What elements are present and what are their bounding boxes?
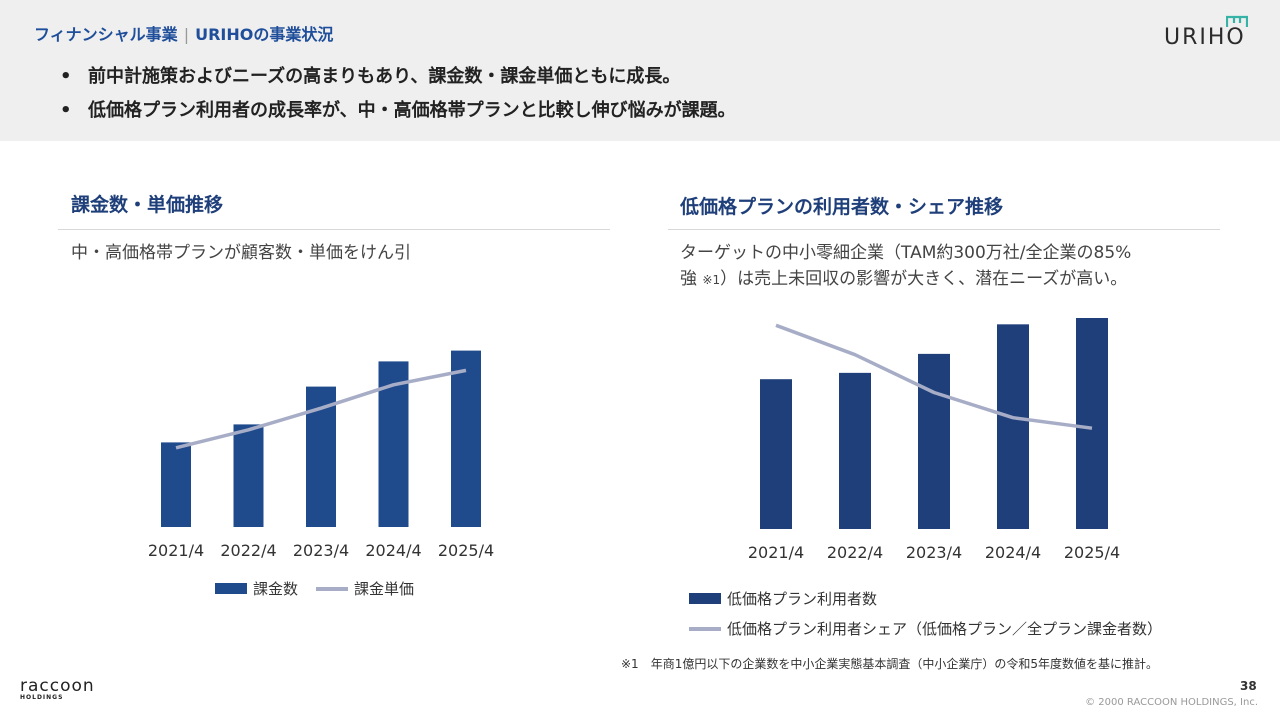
legend-line-swatch (316, 586, 349, 591)
x-tick-label: 2022/4 (220, 541, 276, 560)
bullet-item: • 前中計施策およびニーズの高まりもあり、課金数・課金単価ともに成長。 (60, 60, 736, 94)
summary-bullets: • 前中計施策およびニーズの高まりもあり、課金数・課金単価ともに成長。 • 低価格プ… (60, 60, 736, 128)
bar (839, 372, 871, 529)
footnote: ※1 年商1億円以下の企業数を中小企業実態基本調査（中小企業庁）の令和5年度数値… (621, 657, 1158, 671)
x-tick-label: 2025/4 (1064, 543, 1120, 562)
left-chart: 2021/4 2022/4 2023/4 2024/4 2025/4 (148, 350, 494, 560)
x-tick-label: 2024/4 (365, 541, 421, 560)
bullet-text: 前中計施策およびニーズの高まりもあり、課金数・課金単価ともに成長。 (88, 66, 681, 87)
right-desc-line2: 強 ※1）は売上未回収の影響が大きく、潜在ニーズが高い。 (680, 266, 1240, 293)
right-panel-title: 低価格プランの利用者数・シェア推移 (680, 196, 1004, 218)
bullet-glyph: • (60, 100, 72, 121)
right-chart-legend-line: 低価格プラン利用者シェア（低価格プラン／全プラン課金者数） (689, 618, 1162, 639)
bullet-text: 低価格プラン利用者の成長率が、中・高価格帯プランと比較し伸び悩みが課題。 (88, 100, 736, 121)
left-chart-legend: 課金数 課金単価 (215, 578, 414, 599)
raccoon-logo-sub: HOLDINGS (20, 694, 64, 701)
legend-bar-swatch (215, 583, 247, 594)
legend-label: 低価格プラン利用者数 (727, 590, 878, 608)
title-separator: | (183, 25, 190, 44)
right-chart: 2021/4 2022/4 2023/4 2024/4 2025/4 (748, 318, 1120, 562)
uriho-logo: URIHO (1164, 14, 1254, 50)
left-panel-description: 中・高価格帯プランが顧客数・単価をけん引 (71, 243, 411, 263)
x-tick-label: 2024/4 (985, 543, 1041, 562)
uriho-logo-text: URIHO (1164, 25, 1246, 50)
right-chart-legend-bar: 低価格プラン利用者数 (689, 588, 877, 609)
x-tick-label: 2023/4 (906, 543, 962, 562)
legend-line-swatch (689, 626, 721, 631)
legend-label: 課金単価 (354, 580, 415, 598)
footnote-ref: ※1 (702, 273, 721, 287)
bar (997, 324, 1029, 529)
raccoon-holdings-logo: raccoon HOLDINGS (20, 676, 95, 710)
bar (760, 379, 792, 529)
left-panel-title: 課金数・単価推移 (71, 194, 224, 216)
bar (451, 350, 481, 527)
x-tick-label: 2022/4 (827, 543, 883, 562)
bullet-item: • 低価格プラン利用者の成長率が、中・高価格帯プランと比較し伸び悩みが課題。 (60, 94, 736, 128)
copyright: © 2000 RACCOON HOLDINGS, Inc. (1085, 697, 1258, 708)
right-desc-line1: ターゲットの中小零細企業（TAM約300万社/全企業の85% (680, 243, 1132, 263)
x-tick-label: 2025/4 (438, 541, 494, 560)
page-number: 38 (1240, 679, 1257, 693)
legend-label: 課金数 (253, 580, 299, 598)
bullet-glyph: • (60, 66, 72, 87)
x-tick-label: 2021/4 (148, 541, 204, 560)
x-tick-label: 2021/4 (748, 543, 804, 562)
bar (161, 442, 191, 527)
right-desc-text: 強 (680, 269, 697, 289)
header-band: フィナンシャル事業 | URIHOの事業状況 URIHO • 前中計施策およびニーズの… (0, 0, 1280, 141)
right-panel-description: ターゲットの中小零細企業（TAM約300万社/全企業の85% 強 ※1）は売上未… (680, 240, 1240, 293)
uriho-roof-icon (1226, 15, 1248, 27)
page-subtitle: URIHOの事業状況 (195, 25, 334, 44)
section-title: フィナンシャル事業 | URIHOの事業状況 (34, 21, 333, 45)
right-desc-text: ）は売上未回収の影響が大きく、潜在ニーズが高い。 (720, 269, 1128, 289)
series-line (775, 323, 1093, 430)
series-line (175, 368, 467, 450)
legend-label: 低価格プラン利用者シェア（低価格プラン／全プラン課金者数） (727, 620, 1163, 638)
x-tick-label: 2023/4 (293, 541, 349, 560)
section-name: フィナンシャル事業 (34, 25, 178, 44)
bar (233, 424, 264, 527)
bar (918, 353, 950, 529)
right-panel-divider (668, 229, 1220, 230)
left-panel-divider (58, 229, 610, 230)
raccoon-logo-text: raccoon (20, 676, 95, 696)
bar (1076, 318, 1108, 529)
legend-bar-swatch (689, 593, 721, 604)
